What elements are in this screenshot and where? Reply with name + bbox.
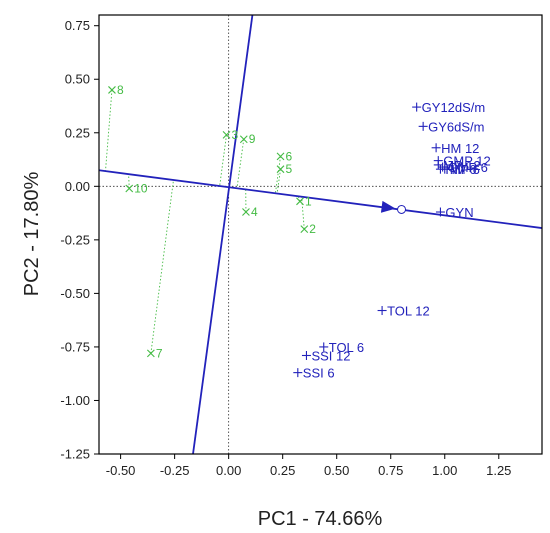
projection-line-6 bbox=[275, 156, 281, 193]
projection-line-3 bbox=[219, 134, 227, 186]
trait-point-ssi-6 bbox=[293, 368, 303, 378]
y-axis-title: PC2 - 17.80% bbox=[21, 172, 43, 297]
trait-point-tol-6 bbox=[319, 342, 329, 352]
trait-label-gmp-6: GMP 6 bbox=[448, 160, 488, 175]
projection-line-10 bbox=[128, 174, 130, 189]
genotype-label-7: 7 bbox=[156, 346, 163, 360]
genotype-point-1 bbox=[296, 197, 304, 206]
trait-point-gy6ds-m bbox=[418, 121, 428, 131]
genotype-point-4 bbox=[242, 208, 250, 216]
genotype-point-5 bbox=[276, 165, 285, 174]
genotype-label-8: 8 bbox=[117, 83, 124, 97]
trait-label-gmp-12: GMP 12 bbox=[443, 154, 490, 169]
trait-point-ssi-12 bbox=[301, 350, 311, 360]
arrow-head-icon bbox=[380, 200, 396, 213]
x-tick-label: 0.25 bbox=[270, 463, 295, 478]
trait-point-mp-6 bbox=[440, 164, 450, 174]
genotype-label-2: 2 bbox=[309, 222, 316, 236]
trait-label-tol-6: TOL 6 bbox=[329, 340, 364, 355]
genotype-label-5: 5 bbox=[286, 162, 293, 176]
plot-frame bbox=[98, 14, 543, 455]
trait-label-hm-6: HM 6 bbox=[445, 162, 476, 177]
projection-line-8 bbox=[105, 89, 113, 172]
genotype-point-2 bbox=[300, 225, 309, 234]
y-tick-label: -1.25 bbox=[60, 447, 90, 462]
genotype-label-10: 10 bbox=[134, 181, 148, 195]
average-environment-axis bbox=[99, 169, 542, 229]
genotype-point-7 bbox=[146, 349, 155, 358]
projection-line-9 bbox=[236, 139, 245, 188]
x-tick-label: 1.00 bbox=[432, 463, 457, 478]
genotype-point-3 bbox=[222, 131, 231, 139]
x-tick-label: 0.50 bbox=[324, 463, 349, 478]
trait-point-tol-12 bbox=[377, 306, 387, 316]
x-tick-label: 1.25 bbox=[486, 463, 511, 478]
genotype-point-6 bbox=[276, 152, 285, 161]
y-tick-label: 0.75 bbox=[65, 18, 90, 33]
trait-label-mp-12: MP 12 bbox=[443, 158, 480, 173]
genotype-label-3: 3 bbox=[231, 128, 238, 142]
trait-point-gy12ds-m bbox=[412, 102, 422, 112]
perpendicular-axis bbox=[192, 15, 254, 454]
x-tick-label: 0.75 bbox=[378, 463, 403, 478]
trait-label-gyn: GYN bbox=[445, 205, 473, 220]
y-tick-label: 0.50 bbox=[65, 72, 90, 87]
y-tick-label: -0.25 bbox=[60, 232, 90, 247]
trait-point-gyn bbox=[435, 207, 445, 217]
trait-label-hm-12: HM 12 bbox=[441, 141, 479, 156]
x-tick-label: -0.25 bbox=[160, 463, 190, 478]
average-environment-circle bbox=[397, 204, 407, 214]
trait-label-mp-6: MP 6 bbox=[450, 162, 480, 177]
trait-label-gy6ds-m: GY6dS/m bbox=[428, 119, 484, 134]
x-axis-title: PC1 - 74.66% bbox=[258, 508, 383, 530]
x-tick-label: 0.00 bbox=[216, 463, 241, 478]
y-tick-label: -1.00 bbox=[60, 393, 90, 408]
genotype-point-10 bbox=[125, 184, 134, 193]
trait-label-gy12ds-m: GY12dS/m bbox=[422, 100, 486, 115]
y-tick-label: -0.50 bbox=[60, 286, 90, 301]
genotype-label-9: 9 bbox=[249, 132, 256, 146]
genotype-label-1: 1 bbox=[305, 194, 312, 208]
trait-label-ssi-6: SSI 6 bbox=[303, 366, 335, 381]
genotype-label-4: 4 bbox=[251, 205, 258, 219]
y-tick-label: 0.25 bbox=[65, 125, 90, 140]
y-tick-label: 0.00 bbox=[65, 179, 90, 194]
trait-label-tol-12: TOL 12 bbox=[387, 304, 430, 319]
y-tick-label: -0.75 bbox=[60, 339, 90, 354]
trait-point-hm-12 bbox=[431, 143, 441, 153]
projection-line-5 bbox=[276, 169, 281, 193]
projection-line-2 bbox=[301, 195, 305, 230]
projection-line-7 bbox=[150, 179, 174, 354]
trait-point-gmp-6 bbox=[438, 162, 448, 172]
genotype-label-6: 6 bbox=[286, 149, 293, 163]
trait-point-mp-12 bbox=[433, 160, 443, 170]
trait-label-ssi-12: SSI 12 bbox=[311, 348, 350, 363]
genotype-point-9 bbox=[239, 135, 248, 144]
genotype-point-8 bbox=[108, 86, 116, 94]
x-tick-label: -0.50 bbox=[106, 463, 136, 478]
